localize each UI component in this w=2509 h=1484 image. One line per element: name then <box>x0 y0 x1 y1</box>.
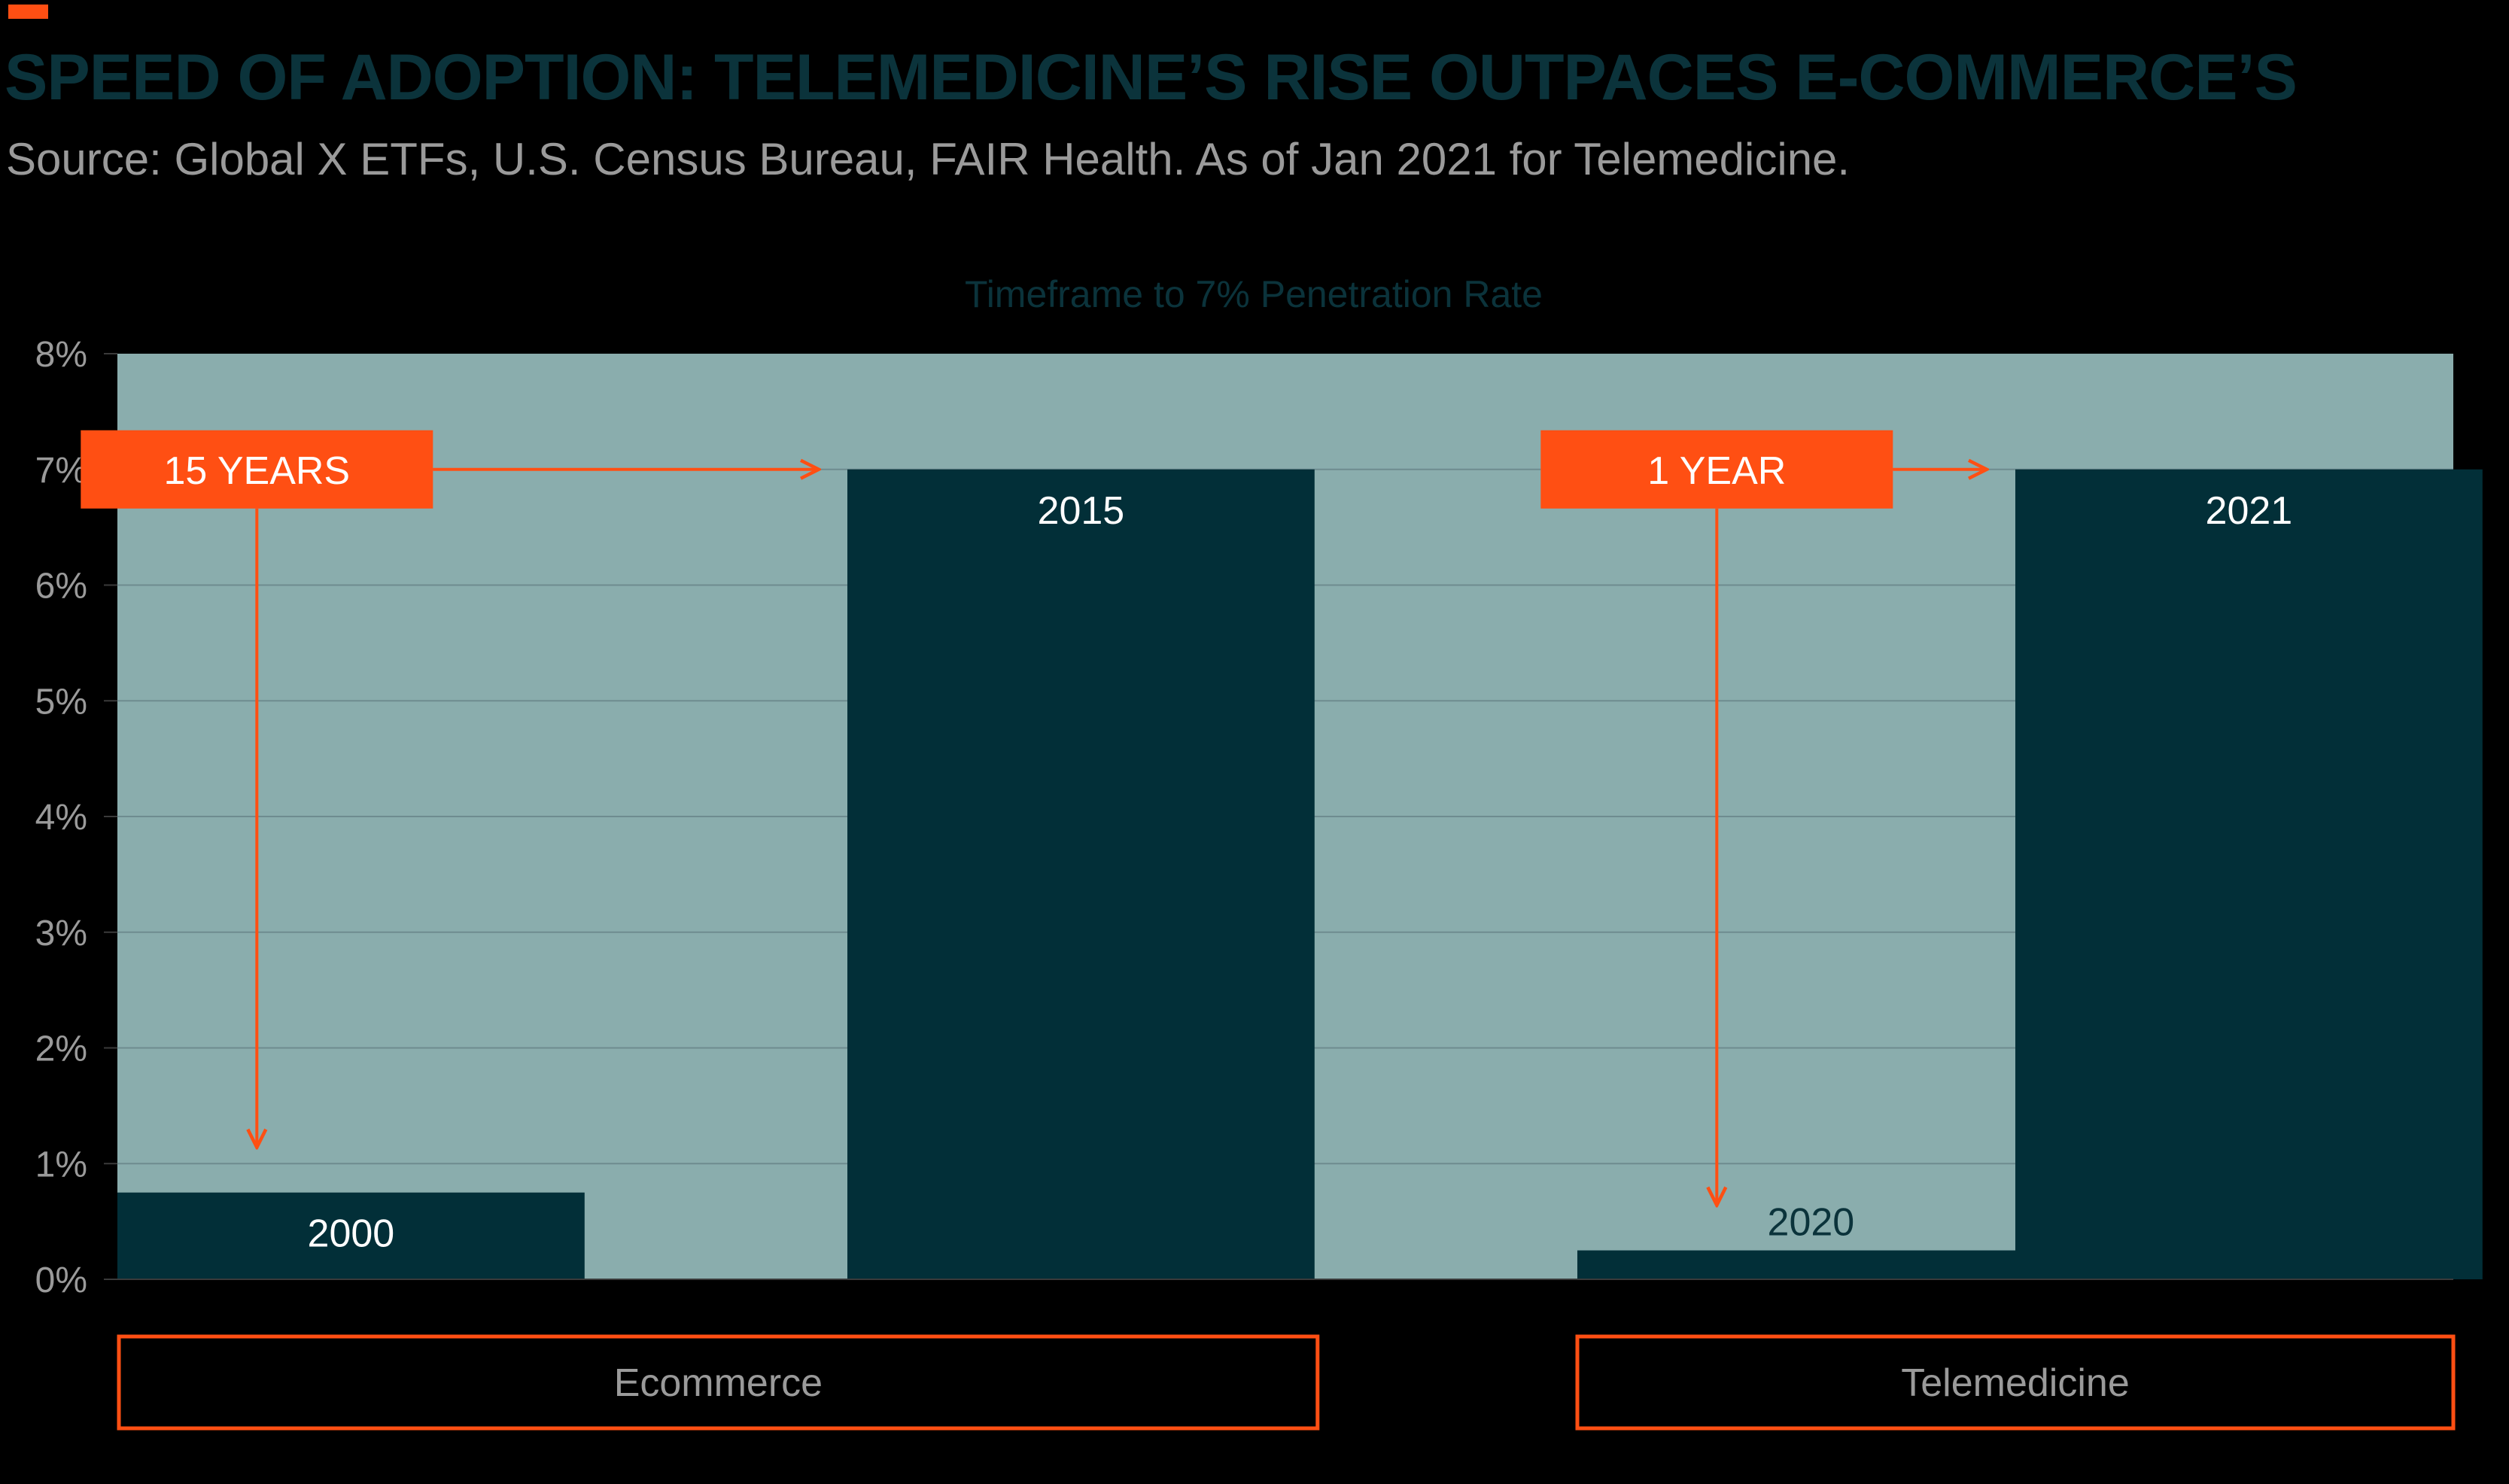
source-note: Source: Global X ETFs, U.S. Census Burea… <box>6 134 1851 184</box>
chart-title: Timeframe to 7% Penetration Rate <box>965 273 1543 315</box>
y-tick-label: 8% <box>35 335 87 375</box>
bar-label: 2000 <box>308 1212 395 1256</box>
annotation-box <box>81 430 433 509</box>
bar <box>1577 1250 2045 1279</box>
annotation-label: 1 YEAR <box>1647 449 1786 493</box>
page-title: SPEED OF ADOPTION: TELEMEDICINE’S RISE O… <box>5 41 2298 114</box>
annotation-label: 15 YEARS <box>163 449 350 493</box>
y-tick-label: 2% <box>35 1029 87 1069</box>
y-tick-label: 1% <box>35 1145 87 1184</box>
group-label: Ecommerce <box>614 1361 823 1405</box>
y-tick-label: 5% <box>35 682 87 722</box>
bar-label: 2021 <box>2206 489 2293 533</box>
bar <box>2015 469 2483 1279</box>
y-tick-label: 4% <box>35 798 87 838</box>
group-box <box>117 1334 1320 1431</box>
group-label: Telemedicine <box>1901 1361 2130 1405</box>
accent-tab <box>8 5 48 19</box>
annotation-box <box>1540 430 1893 509</box>
group-box <box>1575 1334 2456 1431</box>
y-tick-label: 0% <box>35 1260 87 1300</box>
y-tick-label: 7% <box>35 451 87 491</box>
y-tick-label: 6% <box>35 567 87 607</box>
bar <box>847 469 1315 1279</box>
bar <box>117 1192 585 1279</box>
bar-label: 2015 <box>1038 489 1125 533</box>
plot-area: 0% 1% 2% 3% 4% 5% 6% 7% 8% 2000 2015 2020 2021 15 YEA… <box>35 335 2483 1431</box>
bar-label: 2020 <box>1768 1201 1855 1245</box>
y-tick-label: 3% <box>35 914 87 953</box>
